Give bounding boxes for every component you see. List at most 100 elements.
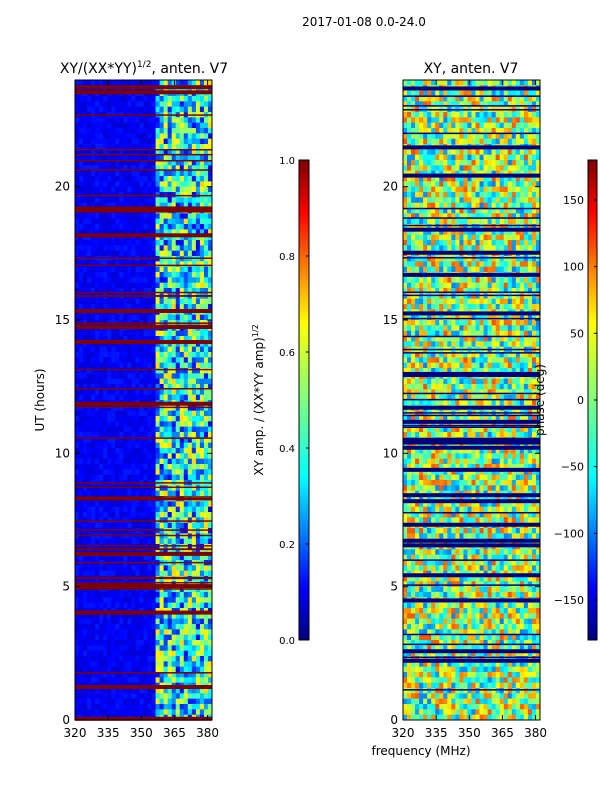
- amplitude-cell: [207, 426, 213, 433]
- amplitude-cell: [167, 661, 173, 667]
- phase-cell: [415, 704, 420, 710]
- phase-cell: [423, 586, 428, 593]
- amplitude-cell: [159, 634, 164, 641]
- amplitude-cell: [191, 389, 197, 395]
- amplitude-cell: [83, 570, 88, 577]
- amplitude-cell: [139, 688, 144, 694]
- amplitude-cell: [87, 234, 92, 241]
- amplitude-cell: [163, 288, 168, 294]
- phase-cell: [419, 96, 424, 102]
- amplitude-cell: [83, 117, 88, 123]
- amplitude-cell: [199, 506, 205, 513]
- amplitude-cell: [183, 672, 189, 678]
- amplitude-cell: [191, 304, 197, 310]
- amplitude-cell: [95, 330, 100, 337]
- amplitude-cell: [195, 618, 201, 625]
- amplitude-cell: [203, 176, 209, 182]
- amplitude-cell: [155, 298, 160, 305]
- amplitude-cell: [123, 96, 128, 102]
- amplitude-cell: [175, 389, 181, 395]
- amplitude-cell: [159, 368, 164, 374]
- phase-cell: [411, 421, 416, 427]
- phase-cell: [411, 576, 416, 582]
- amplitude-cell: [79, 122, 84, 129]
- amplitude-cell: [123, 426, 128, 433]
- phase-cell: [415, 650, 420, 657]
- amplitude-cell: [83, 128, 88, 134]
- phase-cell: [423, 554, 428, 561]
- amplitude-cell: [151, 666, 156, 673]
- amplitude-cell: [131, 133, 136, 139]
- amplitude-cell: [183, 416, 189, 422]
- amplitude-cell: [135, 666, 140, 673]
- amplitude-cell: [191, 506, 197, 513]
- amplitude-cell: [147, 437, 152, 443]
- amplitude-cell: [131, 512, 136, 518]
- phase-cell: [419, 453, 424, 459]
- amplitude-cell: [191, 613, 197, 619]
- amplitude-cell: [107, 138, 112, 145]
- amplitude-cell: [171, 432, 177, 438]
- amplitude-cell: [159, 544, 164, 550]
- amplitude-cell: [87, 570, 92, 577]
- amplitude-cell: [143, 336, 148, 342]
- amplitude-cell: [135, 501, 140, 507]
- amplitude-ylabel: UT (hours): [33, 368, 47, 431]
- amplitude-cell: [159, 330, 164, 337]
- amplitude-cell: [131, 277, 136, 283]
- amplitude-cell: [127, 138, 132, 145]
- amplitude-cell: [199, 629, 205, 635]
- amplitude-flag-line: [75, 577, 212, 580]
- amplitude-cell: [75, 517, 80, 523]
- phase-cell: [419, 325, 424, 331]
- amplitude-cell: [143, 186, 148, 193]
- amplitude-cell: [99, 613, 104, 619]
- amplitude-cell: [191, 485, 197, 491]
- phase-cell: [403, 277, 408, 283]
- phase-cell: [423, 688, 428, 694]
- amplitude-cell: [91, 186, 96, 193]
- amplitude-cell: [91, 656, 96, 662]
- phase-cell: [423, 362, 428, 369]
- amplitude-cell: [171, 618, 177, 625]
- amplitude-cell: [195, 149, 201, 155]
- amplitude-cell: [119, 213, 124, 219]
- phase-cell: [423, 154, 428, 161]
- phase-cell: [415, 325, 420, 331]
- amplitude-cell: [175, 544, 181, 550]
- amplitude-cell: [143, 234, 148, 241]
- amplitude-cell: [83, 234, 88, 241]
- amplitude-cell: [115, 522, 120, 529]
- phase-cell: [415, 362, 420, 369]
- phase-cell: [423, 128, 428, 134]
- amplitude-cell: [83, 362, 88, 369]
- amplitude-cell: [187, 373, 193, 379]
- amplitude-cell: [83, 640, 88, 646]
- amplitude-cell: [175, 538, 181, 545]
- amplitude-cell: [83, 437, 88, 443]
- amplitude-cell: [195, 197, 201, 203]
- amplitude-cell: [127, 512, 132, 518]
- phase-cell: [415, 288, 420, 294]
- amplitude-cell: [111, 266, 116, 273]
- amplitude-cell: [199, 202, 205, 209]
- amplitude-cell: [83, 202, 88, 209]
- amplitude-cell: [139, 570, 144, 577]
- phase-cell: [415, 688, 420, 694]
- phase-cell: [419, 704, 424, 710]
- amplitude-cell: [167, 357, 173, 363]
- amplitude-cell: [167, 298, 173, 305]
- amplitude-cell: [167, 634, 173, 641]
- amplitude-cell: [159, 490, 164, 497]
- amplitude-cell: [99, 197, 104, 203]
- amplitude-cell: [151, 624, 156, 630]
- amplitude-cell: [143, 80, 148, 86]
- amplitude-cell: [79, 138, 84, 145]
- phase-cell: [415, 357, 420, 363]
- amplitude-cell: [207, 261, 213, 267]
- amplitude-cell: [207, 240, 213, 246]
- amplitude-cell: [159, 512, 164, 518]
- amplitude-cell: [91, 442, 96, 449]
- amplitude-cell: [79, 341, 84, 347]
- amplitude-cell: [123, 650, 128, 657]
